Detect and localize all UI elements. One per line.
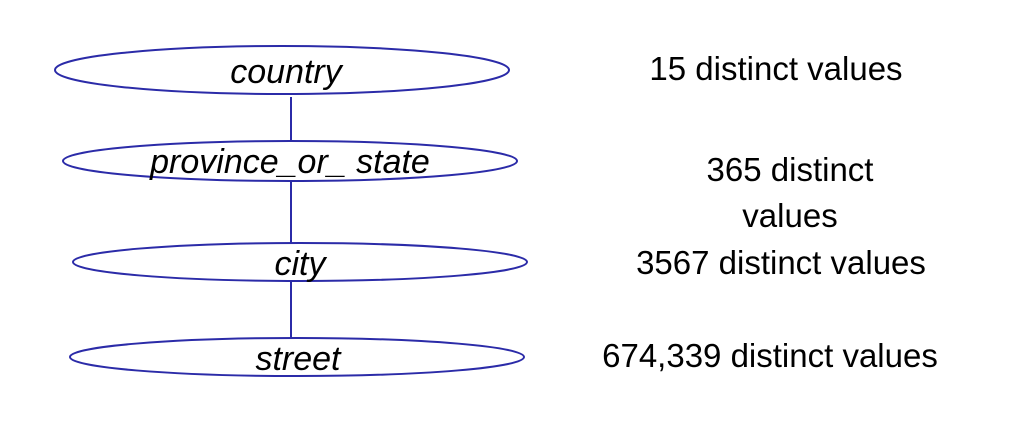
level-ellipses bbox=[54, 45, 528, 377]
count-label-street: 674,339 distinct values bbox=[602, 337, 938, 374]
count-label-province-line-2: values bbox=[742, 197, 837, 234]
ellipse-city bbox=[72, 242, 528, 282]
ellipse-province-or-state bbox=[62, 140, 518, 182]
count-label-city: 3567 distinct values bbox=[636, 244, 926, 281]
level-label-province-or-state: province_or_ state bbox=[149, 143, 430, 181]
level-labels: country province_or_ state city street bbox=[149, 53, 430, 378]
count-label-province-line-1: 365 distinct bbox=[707, 151, 874, 188]
distinct-counts: 15 distinct values 365 distinct values 3… bbox=[602, 50, 938, 374]
ellipse-country bbox=[54, 45, 510, 95]
ellipse-street bbox=[69, 337, 525, 377]
level-label-street: street bbox=[255, 340, 342, 378]
level-label-country: country bbox=[230, 53, 343, 91]
count-label-country: 15 distinct values bbox=[649, 50, 902, 87]
level-label-city: city bbox=[275, 245, 328, 283]
